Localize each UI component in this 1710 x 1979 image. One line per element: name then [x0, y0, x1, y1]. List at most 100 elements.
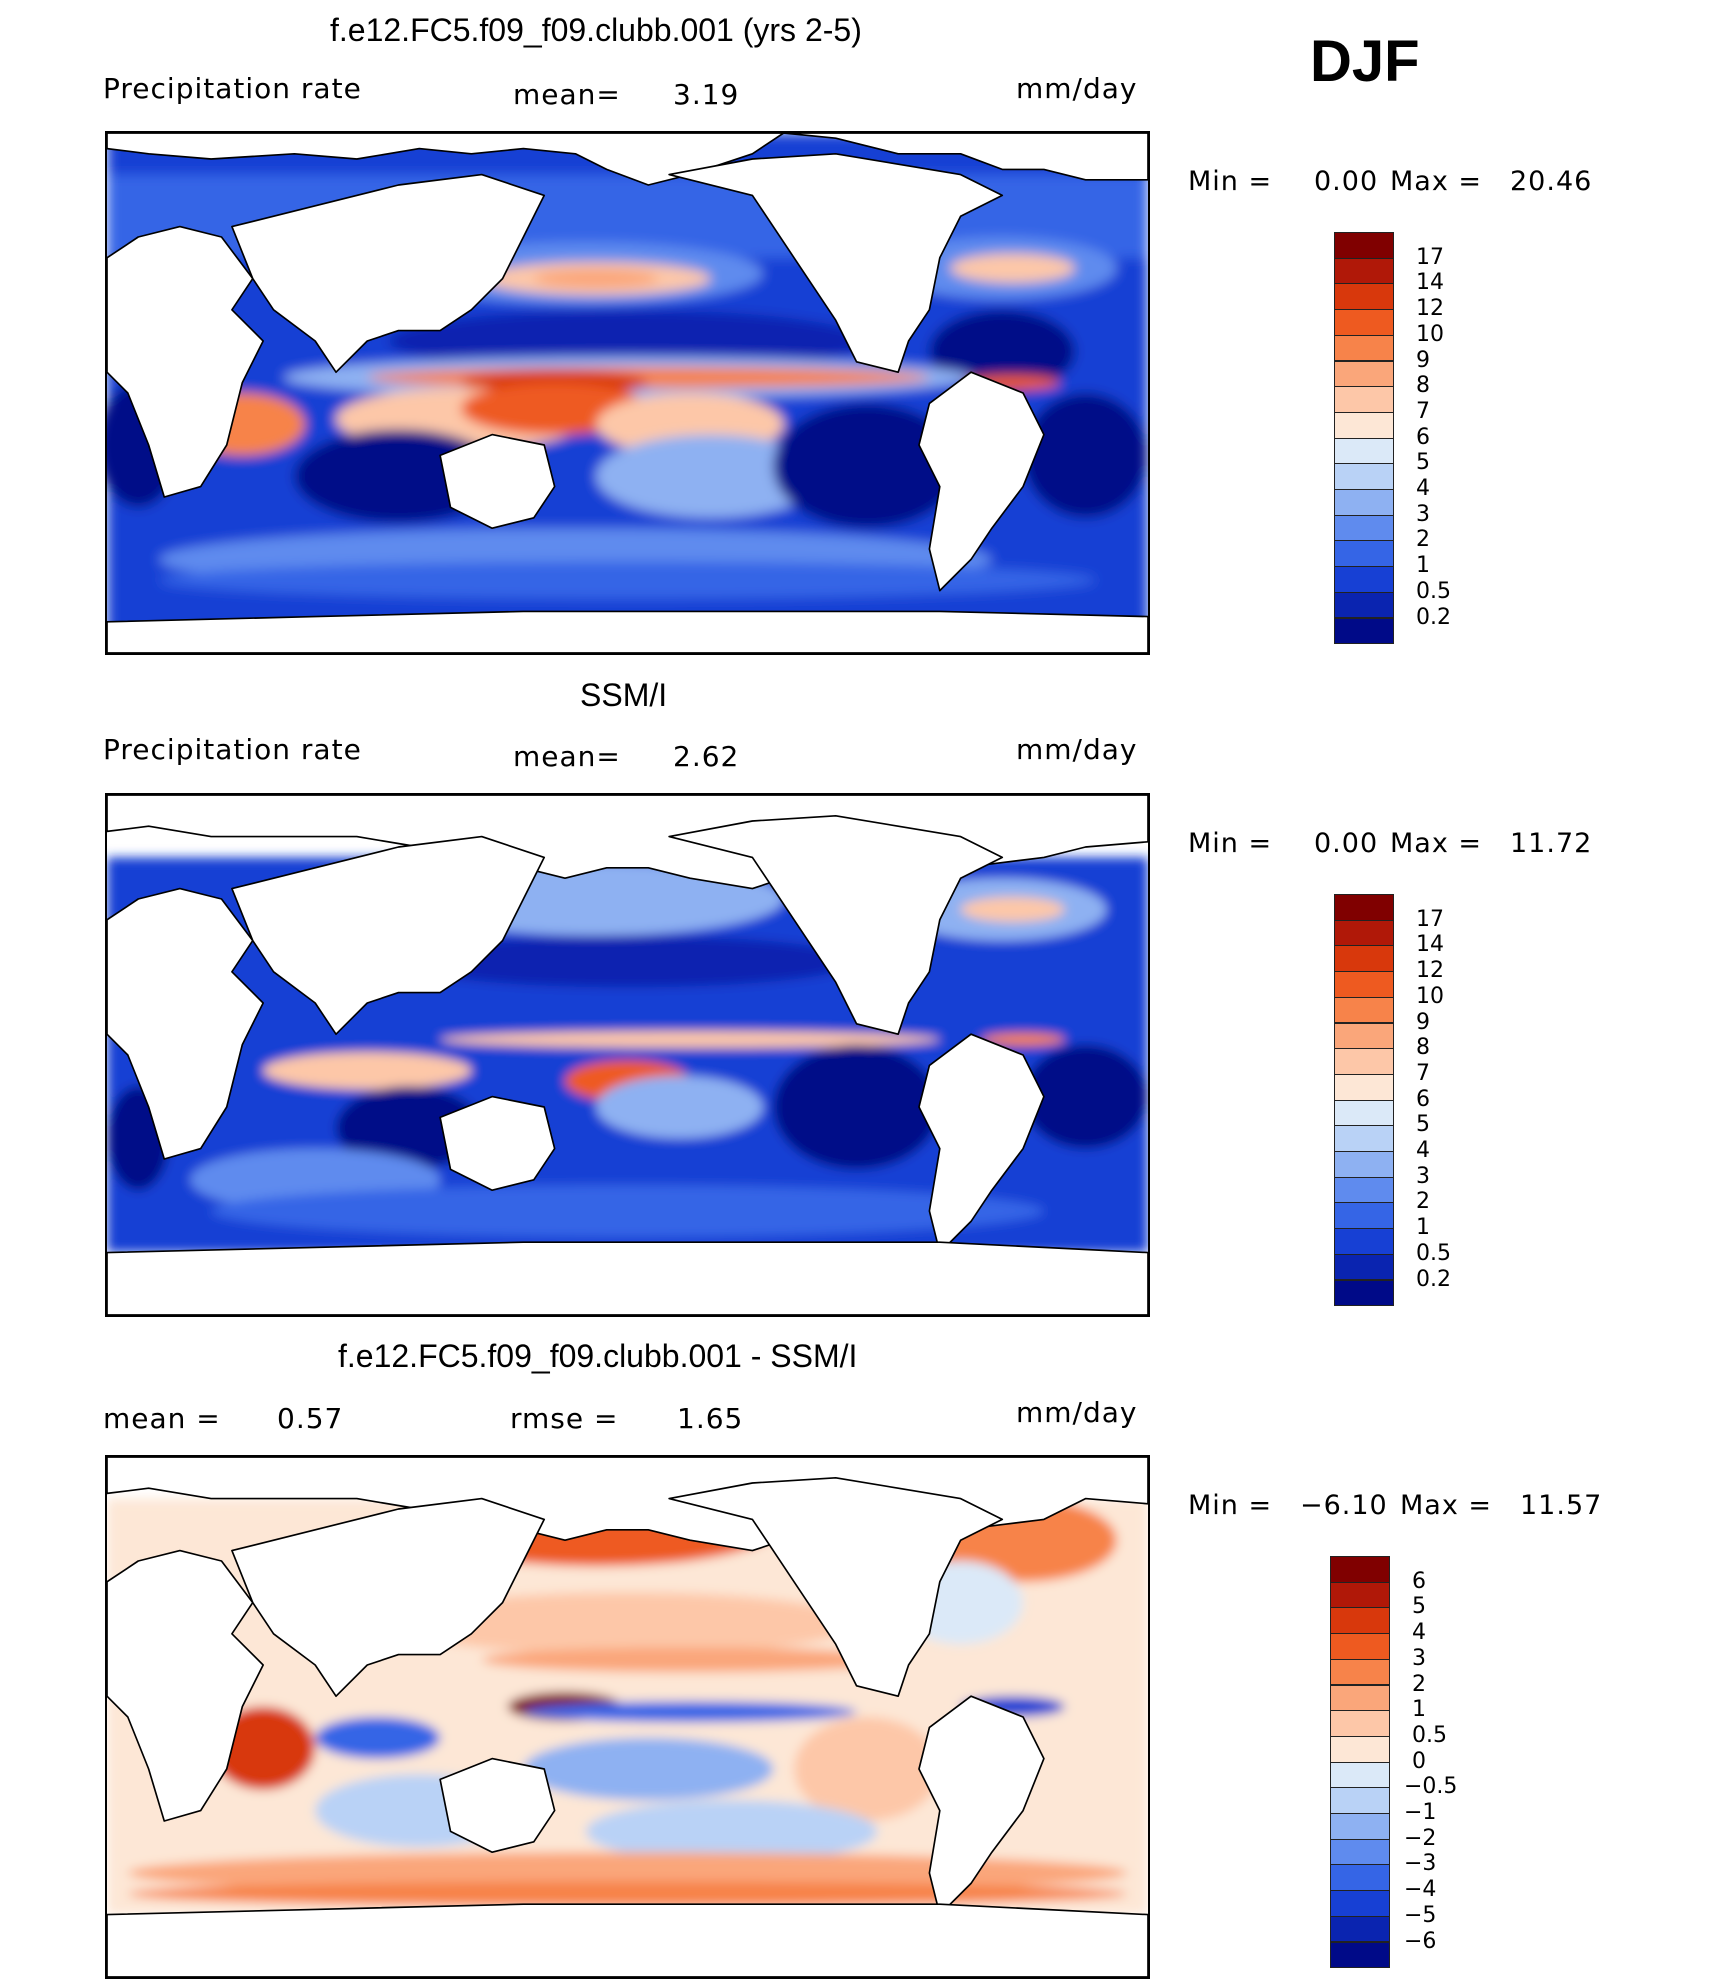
panel-diff-min-label: Min = — [1188, 1490, 1273, 1521]
colorbar-tick-label: 12 — [1416, 958, 1444, 984]
colorbar-swatch — [1334, 591, 1394, 619]
colorbar-tick-label: 4 — [1416, 1138, 1430, 1163]
colorbar-swatch — [1330, 1813, 1390, 1840]
colorbar-swatch — [1330, 1735, 1390, 1763]
panel-diff-min-value: −6.10 — [1300, 1490, 1388, 1521]
panel-obs-map — [105, 793, 1150, 1317]
colorbar-swatch — [1330, 1864, 1390, 1892]
panel-obs-unit: mm/day — [1016, 733, 1138, 766]
colorbar-tick-label: 0.5 — [1416, 578, 1451, 604]
panel-model-min-value: 0.00 — [1314, 166, 1379, 197]
colorbar-swatch — [1330, 1556, 1390, 1583]
colorbar-tick-label: 0.5 — [1412, 1722, 1447, 1748]
panel-diff-title: f.e12.FC5.f09_f09.clubb.001 - SSM/I — [338, 1338, 858, 1374]
colorbar-swatch — [1334, 1022, 1394, 1050]
colorbar-swatch — [1334, 360, 1394, 388]
colorbar-tick-label: −2 — [1404, 1825, 1437, 1851]
colorbar-tick-label: 6 — [1416, 1086, 1430, 1112]
panel-diff-unit: mm/day — [1016, 1396, 1138, 1429]
colorbar-swatch — [1334, 463, 1394, 490]
colorbar-swatch — [1330, 1941, 1390, 1969]
colorbar-tick-label: 5 — [1412, 1594, 1426, 1620]
colorbar-swatch — [1330, 1761, 1390, 1789]
colorbar-swatch — [1334, 489, 1394, 516]
colorbar-tick-label: 3 — [1412, 1645, 1426, 1671]
panel-diff-mean-value: 0.57 — [277, 1402, 344, 1435]
colorbar-swatch — [1330, 1787, 1390, 1814]
colorbar-swatch — [1330, 1890, 1390, 1917]
colorbar-tick-label: 17 — [1416, 244, 1444, 270]
colorbar-tick-label: 3 — [1416, 1163, 1430, 1189]
panel-obs-min-value: 0.00 — [1314, 828, 1379, 859]
precip-field-map — [107, 133, 1148, 653]
colorbar-tick-label: 1 — [1412, 1697, 1426, 1723]
panel-model-max-value: 20.46 — [1510, 166, 1593, 197]
colorbar-tick-label: 7 — [1416, 1060, 1430, 1086]
colorbar-tick-label: 12 — [1416, 296, 1444, 322]
colorbar-tick-label: 4 — [1412, 1620, 1426, 1646]
colorbar-swatch — [1334, 386, 1394, 413]
colorbar-swatch — [1334, 566, 1394, 593]
panel-obs-mean-label: mean= — [513, 740, 621, 773]
panel-diff-max-label: Max = — [1400, 1490, 1493, 1521]
colorbar-tick-label: 14 — [1416, 932, 1444, 958]
colorbar-swatch — [1334, 1202, 1394, 1230]
colorbar-tick-label: 1 — [1416, 553, 1430, 579]
colorbar-swatch — [1334, 1048, 1394, 1075]
colorbar-swatch — [1334, 1253, 1394, 1281]
colorbar-swatch — [1334, 1125, 1394, 1152]
colorbar-swatch — [1334, 1279, 1394, 1307]
colorbar-tick-label: 5 — [1416, 1112, 1430, 1138]
panel-obs-min-label: Min = — [1188, 828, 1273, 859]
colorbar-tick-label: 2 — [1416, 1189, 1430, 1215]
colorbar-tick-label: 0.2 — [1416, 604, 1451, 630]
colorbar-tick-label: 5 — [1416, 450, 1430, 476]
colorbar-tick-label: 7 — [1416, 398, 1430, 424]
panel-obs-max-value: 11.72 — [1510, 828, 1593, 859]
panel-obs-mean-value: 2.62 — [673, 740, 740, 773]
colorbar-tick-label: 1 — [1416, 1215, 1430, 1241]
colorbar-tick-label: −5 — [1404, 1902, 1437, 1928]
colorbar-swatch — [1334, 1151, 1394, 1178]
colorbar-swatch — [1334, 334, 1394, 362]
panel-diff-map — [105, 1455, 1150, 1979]
colorbar-swatch — [1334, 232, 1394, 259]
colorbar-tick-label: 0 — [1412, 1748, 1426, 1774]
colorbar-swatch — [1330, 1581, 1390, 1609]
colorbar-swatch — [1334, 1228, 1394, 1255]
colorbar-tick-label: −0.5 — [1404, 1774, 1458, 1800]
colorbar-tick-label: 0.2 — [1416, 1266, 1451, 1292]
panel-model-max-label: Max = — [1390, 166, 1483, 197]
colorbar-swatch — [1334, 257, 1394, 285]
panel-model-mean-value: 3.19 — [673, 78, 740, 111]
colorbar-tick-label: 0.5 — [1416, 1240, 1451, 1266]
colorbar-tick-label: 14 — [1416, 270, 1444, 296]
colorbar-swatch — [1334, 411, 1394, 439]
colorbar-tick-label: 2 — [1416, 527, 1430, 553]
colorbar-swatch — [1330, 1658, 1390, 1686]
panel-model-mean-label: mean= — [513, 78, 621, 111]
panel-obs-title: SSM/I — [580, 677, 668, 713]
colorbar-swatch — [1334, 919, 1394, 947]
panel-model-min-label: Min = — [1188, 166, 1273, 197]
precip-field-map — [107, 795, 1148, 1315]
colorbar-swatch — [1334, 617, 1394, 645]
colorbar-swatch — [1330, 1710, 1390, 1737]
colorbar-swatch — [1334, 283, 1394, 311]
panel-diff-mean-label: mean = — [103, 1402, 221, 1435]
panel-diff-max-value: 11.57 — [1520, 1490, 1603, 1521]
colorbar-tick-label: 4 — [1416, 476, 1430, 501]
panel-model-variable-label: Precipitation rate — [103, 72, 362, 105]
colorbar-tick-label: −4 — [1404, 1877, 1437, 1903]
colorbar-tick-label: −1 — [1404, 1800, 1437, 1825]
panel-diff-rmse-label: rmse = — [510, 1402, 619, 1435]
colorbar-swatch — [1334, 894, 1394, 921]
panel-model-map — [105, 131, 1150, 655]
colorbar-tick-label: 2 — [1412, 1671, 1426, 1697]
colorbar-swatch — [1334, 945, 1394, 973]
colorbar-swatch — [1334, 1176, 1394, 1204]
colorbar-tick-label: 6 — [1412, 1568, 1426, 1594]
colorbar-swatch — [1334, 309, 1394, 336]
colorbar-swatch — [1330, 1684, 1390, 1712]
colorbar-swatch — [1334, 1099, 1394, 1127]
